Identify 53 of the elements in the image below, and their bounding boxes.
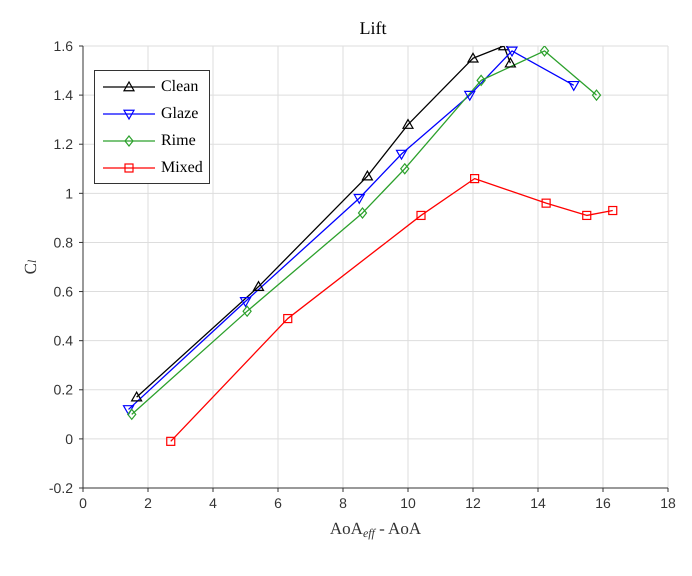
point [122, 405, 134, 416]
y-tick-label: 0.4 [54, 332, 74, 349]
y-tick-label: 0.8 [54, 234, 74, 250]
x-tick-label: 2 [144, 494, 152, 511]
x-axis-title: AoA$_{eff}$ - AoA [330, 519, 422, 540]
point [464, 90, 476, 101]
point [252, 281, 264, 291]
y-tick-label: 1.2 [54, 136, 74, 152]
point [416, 210, 426, 220]
point [166, 436, 176, 446]
y-tick-label: 1.6 [54, 38, 74, 54]
point [542, 198, 551, 208]
point [131, 392, 142, 402]
point [470, 174, 480, 184]
point [476, 74, 486, 86]
point [396, 150, 408, 160]
legend-label: Glaze [161, 104, 198, 122]
x-tick-label: 18 [660, 494, 676, 511]
point [506, 46, 518, 57]
chart-title: Lift [360, 18, 386, 38]
point [354, 194, 365, 204]
legend-label: Rime [161, 132, 196, 150]
x-tick-label: 6 [274, 494, 282, 511]
point [608, 206, 618, 216]
x-tick-label: 14 [530, 494, 546, 511]
y-tick-label: 1 [65, 185, 74, 202]
legend-label: Clean [161, 78, 198, 96]
point [400, 163, 410, 174]
point [467, 52, 479, 63]
x-tick-label: 12 [465, 494, 481, 511]
x-tick-label: 8 [339, 494, 348, 511]
point [592, 90, 602, 101]
point [540, 46, 550, 57]
x-tick-label: 4 [209, 494, 218, 511]
x-tick-label: 0 [79, 494, 88, 511]
y-tick-label: 1.4 [54, 87, 74, 104]
point [568, 80, 580, 91]
point [240, 297, 252, 307]
x-tick-label: 10 [400, 494, 416, 511]
y-tick-label: 0 [65, 430, 74, 447]
y-tick-label: 0.2 [54, 382, 74, 398]
point [504, 58, 516, 68]
point [402, 118, 414, 129]
point [358, 207, 368, 219]
point [242, 306, 252, 317]
legend-label: Mixed [161, 158, 203, 176]
y-tick-label: 0.6 [54, 284, 74, 300]
point [362, 170, 373, 180]
point [127, 408, 136, 420]
x-tick-label: 16 [595, 494, 611, 511]
point [283, 314, 292, 324]
point [582, 210, 592, 220]
y-tick-label: -0.2 [48, 480, 74, 496]
